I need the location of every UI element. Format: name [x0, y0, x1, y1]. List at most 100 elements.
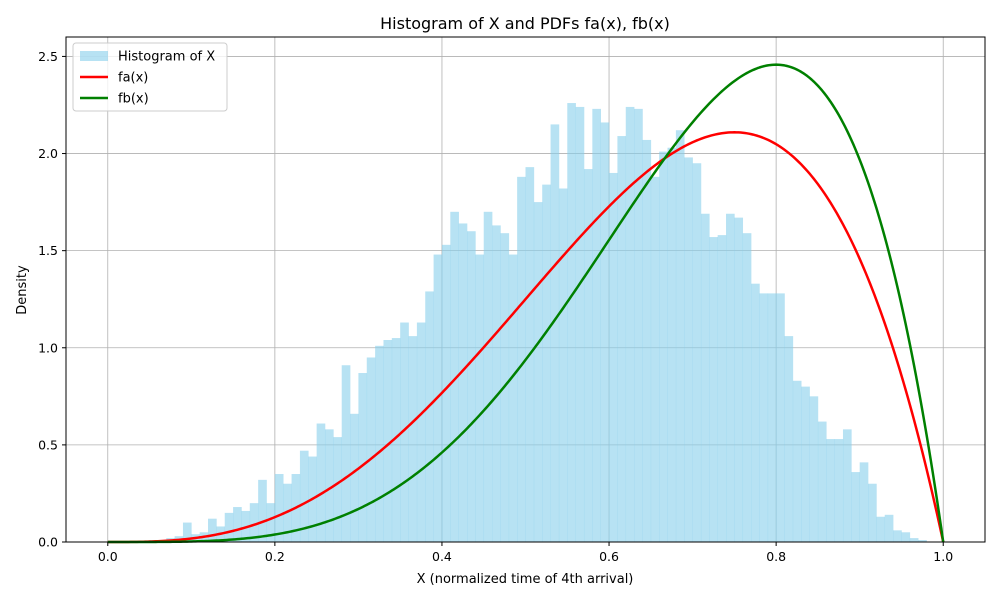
pdf-curves: [107, 63, 945, 544]
y-axis-title: Density: [15, 265, 30, 315]
series-line-fbx: [107, 63, 945, 544]
histogram-bar-54: [558, 188, 568, 542]
legend-label-1: fa(x): [118, 71, 148, 86]
histogram-bar-44: [475, 254, 485, 543]
histogram-bar-28: [341, 365, 351, 542]
histogram-bar-62: [625, 106, 635, 542]
histogram-bar-97: [918, 540, 927, 542]
histogram-bar-46: [492, 225, 501, 542]
histogram-bar-53: [550, 124, 560, 543]
axes-frame: [65, 36, 986, 543]
histogram-bar-83: [801, 386, 810, 542]
histogram-bar-72: [709, 237, 718, 543]
histogram-bar-48: [508, 254, 518, 543]
histogram-bar-82: [792, 380, 802, 542]
histogram-bar-15: [233, 507, 242, 542]
histogram-bar-19: [266, 503, 276, 542]
histogram-bar-58: [592, 108, 601, 542]
histogram-bar-26: [324, 429, 334, 542]
histogram-bar-40: [441, 244, 451, 543]
histogram-bar-70: [692, 163, 702, 542]
histogram-bar-33: [383, 340, 393, 542]
histogram-bar-51: [533, 202, 543, 542]
x-tick-label-2: 0.4: [432, 549, 452, 564]
x-tick-label-0: 0.0: [98, 549, 118, 564]
histogram-bar-34: [391, 338, 401, 542]
histogram-bar-94: [893, 530, 902, 542]
x-tick-label-4: 0.8: [766, 549, 786, 564]
histogram-bar-41: [450, 211, 459, 543]
histogram-bar-65: [650, 176, 660, 542]
histogram-bar-93: [884, 514, 894, 542]
histogram-bar-17: [249, 503, 259, 542]
x-tick-label-5: 1.0: [933, 549, 953, 564]
histogram-bar-30: [358, 373, 368, 542]
histogram-bar-27: [333, 437, 342, 542]
histogram-bar-23: [299, 450, 309, 542]
histogram-bar-37: [416, 322, 426, 542]
y-tick-label-0: 0.0: [38, 535, 58, 550]
histogram-bar-38: [425, 291, 434, 542]
histogram-bar-43: [467, 231, 476, 542]
histogram-bar-78: [759, 293, 769, 542]
histogram-bar-56: [575, 106, 585, 542]
histogram-bar-84: [809, 396, 819, 542]
histogram-bar-52: [542, 184, 551, 542]
histogram-bar-79: [767, 293, 777, 542]
histogram-bar-25: [316, 423, 326, 542]
plot-frame: [65, 36, 986, 543]
histogram-bar-59: [600, 122, 610, 542]
histogram-bar-71: [700, 213, 710, 542]
series-line-fax: [107, 131, 945, 544]
histogram-bar-32: [375, 345, 384, 542]
histogram-bar-31: [366, 357, 376, 542]
legend-label-2: fb(x): [118, 92, 149, 107]
histogram-bar-63: [634, 108, 643, 542]
histogram-bar-89: [851, 472, 860, 542]
y-tick-label-5: 2.5: [38, 49, 58, 64]
legend-swatch-0: [80, 51, 108, 61]
histogram-bar-76: [742, 233, 752, 542]
histogram-bar-14: [224, 512, 234, 542]
histogram-bar-77: [751, 283, 760, 542]
legend-box: [72, 42, 228, 112]
histogram-bar-85: [817, 421, 827, 542]
histogram-bar-66: [659, 151, 668, 542]
histogram-bar-75: [734, 217, 744, 542]
histogram-bar-69: [684, 157, 693, 542]
histogram-bar-12: [208, 518, 217, 542]
histogram-bar-60: [609, 172, 618, 542]
axis-ticks: 0.0 0.2 0.4 0.6 0.8 1.0 0.0 0.5 1.0 1.5 2.0 2.5: [38, 49, 953, 564]
histogram-bar-67: [667, 147, 677, 542]
histogram-bar-45: [483, 211, 493, 543]
histogram-bar-87: [834, 439, 844, 542]
legend-label-0: Histogram of X: [118, 50, 215, 65]
x-axis-title: X (normalized time of 4th arrival): [417, 572, 634, 587]
y-tick-label-1: 0.5: [38, 437, 58, 452]
histogram-bar-36: [408, 336, 418, 542]
histogram-bar-29: [350, 413, 359, 542]
histogram-bar-81: [784, 336, 794, 542]
histogram-bar-20: [274, 474, 284, 542]
y-tick-label-2: 1.0: [38, 340, 58, 355]
histogram-bar-9: [182, 522, 192, 542]
histogram-bar-68: [675, 130, 685, 542]
histogram-bar-90: [859, 462, 869, 542]
histogram-bar-88: [842, 429, 852, 542]
histogram-bar-91: [868, 483, 877, 542]
histogram-bar-95: [901, 532, 911, 542]
histogram-bar-57: [583, 169, 593, 543]
histogram-bar-74: [726, 213, 735, 542]
histogram-bar-49: [517, 176, 526, 542]
histogram-bar-42: [458, 223, 468, 542]
y-tick-label-3: 1.5: [38, 243, 58, 258]
histogram-bar-18: [258, 479, 267, 542]
legend: Histogram of X fa(x) fb(x): [72, 42, 228, 112]
histogram-bar-55: [567, 103, 576, 543]
histogram-bar-86: [826, 439, 835, 542]
histogram-bar-61: [617, 136, 627, 543]
histogram-bar-64: [642, 139, 652, 542]
x-tick-label-3: 0.6: [599, 549, 619, 564]
